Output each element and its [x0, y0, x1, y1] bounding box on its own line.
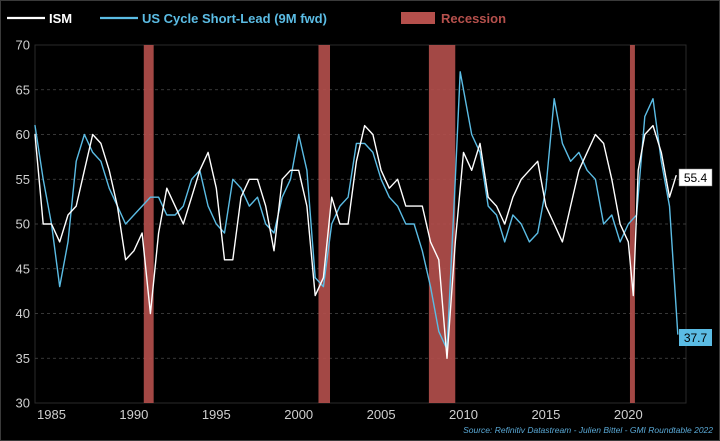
x-tick-label: 2020 — [614, 407, 643, 422]
recession-band — [318, 45, 331, 403]
legend: ISM US Cycle Short-Lead (9M fwd) Recessi… — [7, 11, 506, 26]
x-axis: 1985 1990 1995 2000 2005 2010 2015 2020 — [37, 407, 643, 422]
x-tick-label: 2015 — [531, 407, 560, 422]
x-tick-label: 2005 — [367, 407, 396, 422]
y-tick-label: 50 — [16, 217, 30, 232]
y-tick-label: 70 — [16, 38, 30, 53]
recession-bands — [143, 45, 635, 403]
y-tick-label: 60 — [16, 127, 30, 142]
legend-cycle-label: US Cycle Short-Lead (9M fwd) — [142, 11, 327, 26]
x-tick-label: 1990 — [119, 407, 148, 422]
x-tick-label: 2010 — [449, 407, 478, 422]
y-tick-label: 45 — [16, 261, 30, 276]
cycle-end-value: 37.7 — [684, 331, 708, 345]
gridlines — [35, 89, 686, 359]
x-tick-label: 1995 — [202, 407, 231, 422]
source-note: Source: Refinitiv Datastream - Julien Bi… — [463, 425, 713, 435]
x-tick-label: 2000 — [284, 407, 313, 422]
y-tick-label: 55 — [16, 172, 30, 187]
y-tick-label: 40 — [16, 306, 30, 321]
y-tick-label: 65 — [16, 82, 30, 97]
cycle-end-label: 37.7 — [679, 329, 712, 346]
y-tick-label: 35 — [16, 351, 30, 366]
recession-band — [629, 45, 635, 403]
ism-end-label: 55.4 — [678, 168, 713, 187]
legend-ism-label: ISM — [49, 11, 72, 26]
recession-band — [428, 45, 456, 403]
recession-band — [143, 45, 154, 403]
series-lines — [34, 71, 679, 359]
y-tick-label: 30 — [16, 396, 30, 411]
cycle-short-lead-line — [34, 71, 679, 350]
y-axis: 30 35 40 45 50 55 60 65 70 — [16, 38, 30, 411]
ism-line — [34, 124, 677, 359]
legend-recession-label: Recession — [441, 11, 506, 26]
legend-recession-swatch — [401, 12, 435, 24]
ism-end-value: 55.4 — [684, 171, 708, 185]
x-tick-label: 1985 — [37, 407, 66, 422]
